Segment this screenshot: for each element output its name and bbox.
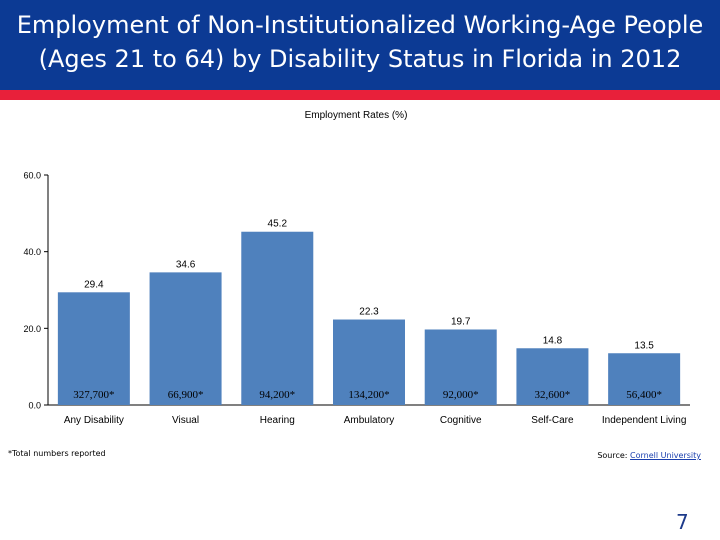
source-link[interactable]: Cornell University bbox=[630, 451, 701, 460]
x-category-label: Ambulatory bbox=[344, 415, 395, 426]
bar-value-label: 34.6 bbox=[176, 259, 196, 270]
source-credit: Source: Cornell University bbox=[597, 451, 701, 460]
label-group: 29.4 327,700* Any Disability 34.6 66,900* Vis… bbox=[64, 219, 687, 426]
bar bbox=[424, 329, 497, 405]
bar-count-label: 92,000* bbox=[443, 389, 479, 401]
bar-value-label: 45.2 bbox=[268, 219, 288, 230]
bar-count-label: 56,400* bbox=[626, 389, 662, 401]
bar-value-label: 13.5 bbox=[634, 340, 654, 351]
title-banner: Employment of Non-Institutionalized Work… bbox=[0, 0, 720, 90]
bar-count-label: 327,700* bbox=[73, 389, 114, 401]
x-category-label: Any Disability bbox=[64, 415, 124, 426]
x-category-label: Independent Living bbox=[602, 415, 687, 426]
y-tick-label: 20.0 bbox=[23, 324, 41, 334]
bar-count-label: 134,200* bbox=[348, 389, 389, 401]
bar bbox=[608, 353, 681, 405]
y-tick-label: 0.0 bbox=[28, 401, 41, 411]
bar-count-label: 32,600* bbox=[535, 389, 571, 401]
bar bbox=[57, 292, 130, 405]
y-tick-group: 0.0 20.0 40.0 60.0 bbox=[23, 171, 48, 411]
bar-count-label: 66,900* bbox=[168, 389, 204, 401]
footnote: *Total numbers reported bbox=[8, 449, 106, 458]
x-category-label: Visual bbox=[172, 415, 199, 426]
slide-title: Employment of Non-Institutionalized Work… bbox=[0, 8, 720, 76]
x-category-label: Cognitive bbox=[440, 415, 482, 426]
slide-title-line-1: Employment of Non-Institutionalized Work… bbox=[16, 11, 704, 39]
x-category-label: Hearing bbox=[260, 415, 295, 426]
title-accent-stripe bbox=[0, 90, 720, 100]
slide-title-line-2: (Ages 21 to 64) by Disability Status in … bbox=[38, 45, 682, 73]
bar bbox=[149, 272, 222, 405]
bar-value-label: 29.4 bbox=[84, 279, 104, 290]
chart-title: Employment Rates (%) bbox=[305, 110, 408, 121]
source-label: Source: bbox=[597, 451, 628, 460]
bar bbox=[516, 348, 589, 405]
y-tick-label: 60.0 bbox=[23, 171, 41, 181]
bar-value-label: 14.8 bbox=[543, 335, 563, 346]
bar bbox=[333, 319, 405, 405]
page-number: 7 bbox=[676, 510, 689, 534]
bar-count-label: 94,200* bbox=[259, 389, 295, 401]
bar bbox=[241, 231, 314, 405]
y-tick-label: 40.0 bbox=[23, 247, 41, 257]
bar-group bbox=[57, 231, 681, 405]
x-category-label: Self-Care bbox=[531, 415, 574, 426]
bar-value-label: 19.7 bbox=[451, 316, 471, 327]
employment-rate-chart: Employment Rates (%) 0.0 20.0 40.0 60.0 29.… bbox=[23, 110, 690, 426]
bar-value-label: 22.3 bbox=[359, 307, 379, 318]
